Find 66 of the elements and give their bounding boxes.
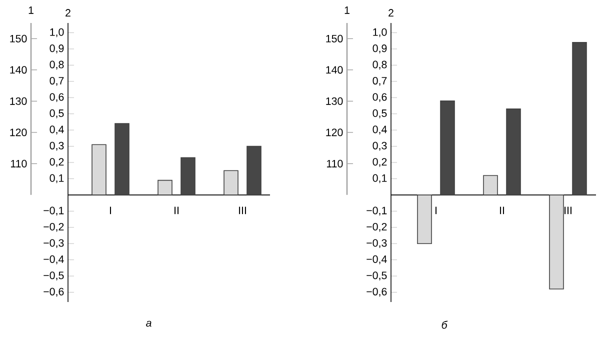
y-tick-label: −0,3: [44, 239, 64, 248]
y-tick-label: −0,4: [44, 255, 64, 264]
y2-tick-label: 150: [10, 34, 27, 42]
y-tick-label: 1,0: [50, 28, 64, 38]
y2-tick-label: 110: [10, 160, 27, 168]
y-tick-label: 0,7: [372, 76, 387, 86]
y-tick-label: −0,1: [44, 206, 64, 216]
y-tick-label: 0,3: [50, 142, 64, 151]
x-tick-label: III: [239, 206, 246, 214]
y-tick-label: 0,3: [372, 142, 387, 151]
y-tick-label: −0,5: [366, 272, 387, 280]
bar: [417, 194, 432, 244]
bar: [180, 157, 196, 196]
y-tick-label: 0,8: [372, 60, 387, 70]
bar: [440, 100, 455, 196]
y-tick-label: 0,2: [372, 158, 387, 167]
bar: [224, 170, 238, 196]
y-tick-label: −0,4: [366, 255, 387, 264]
y-tick-label: 0,6: [372, 93, 387, 102]
y-tick-label: 0,2: [50, 158, 64, 167]
y-tick-label: 0,5: [50, 109, 64, 118]
y2-axis-title: 1: [28, 6, 34, 14]
bar: [572, 42, 587, 196]
y2-tick-label: 130: [326, 97, 343, 105]
y2-tick-label: 150: [326, 34, 343, 42]
x-tick-label: III: [564, 206, 572, 214]
y-tick-label: 1,0: [373, 28, 387, 38]
y-tick-label: 0,4: [50, 126, 64, 134]
y2-tick-label: 120: [10, 128, 27, 136]
y-tick-label: 0,7: [50, 76, 64, 86]
y-tick-label: 0,6: [50, 93, 64, 102]
x-tick-label: II: [500, 206, 504, 214]
y-tick-label: 0,4: [372, 126, 387, 134]
y-tick-label: 0,1: [372, 174, 387, 184]
bar: [246, 146, 262, 196]
y-tick-label: −0,1: [366, 206, 387, 216]
y-tick-label: −0,6: [44, 288, 64, 297]
bar: [506, 108, 521, 196]
x-tick-label: I: [436, 206, 437, 214]
x-axis-title: а: [146, 320, 152, 327]
y2-tick-label: 140: [10, 66, 27, 74]
y2-tick-label: 140: [326, 66, 343, 74]
y-tick-label: −0,2: [366, 222, 387, 232]
y-tick-label: 0,5: [372, 109, 387, 118]
y-axis-title: 2: [388, 9, 394, 17]
bar: [92, 144, 106, 196]
y-tick-label: −0,5: [44, 272, 64, 280]
y-axis-title: 2: [66, 9, 70, 17]
bar: [549, 194, 564, 290]
y-tick-label: −0,6: [366, 288, 387, 297]
y2-tick-label: 130: [10, 97, 27, 105]
y-tick-label: 0,8: [50, 60, 64, 70]
bar: [483, 175, 498, 196]
x-tick-label: II: [174, 206, 178, 214]
y-tick-label: 0,9: [372, 44, 387, 54]
y-tick-label: −0,2: [44, 222, 64, 232]
y-tick-label: 0,1: [50, 174, 64, 184]
y2-tick-label: 120: [326, 128, 343, 136]
x-axis-title: б: [442, 320, 448, 329]
y2-tick-label: 110: [326, 160, 343, 168]
y-tick-label: −0,3: [366, 239, 387, 248]
bar: [158, 180, 172, 196]
y-tick-label: 0,9: [50, 44, 64, 54]
bar: [114, 123, 130, 196]
y2-axis-title: 1: [344, 6, 350, 14]
x-tick-label: I: [110, 206, 112, 214]
